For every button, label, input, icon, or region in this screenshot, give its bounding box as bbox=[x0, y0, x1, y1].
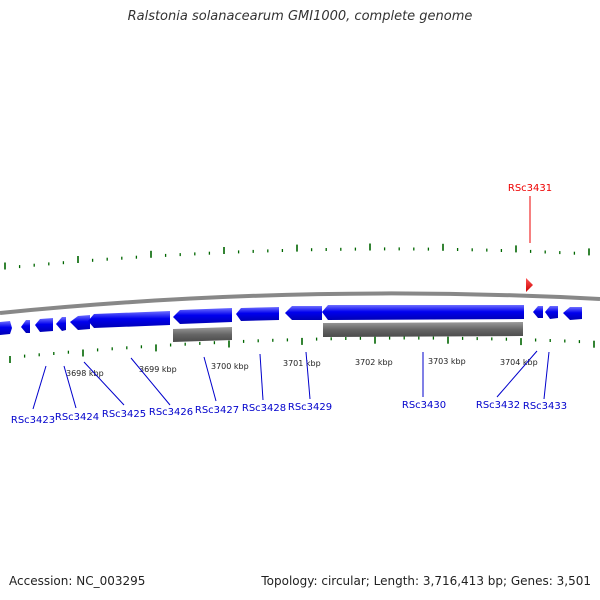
gene-label-rsc3428[interactable]: RSc3428 bbox=[242, 403, 286, 414]
gene-label-rsc3433[interactable]: RSc3433 bbox=[523, 401, 567, 412]
scale-tick-label: 3704 kbp bbox=[500, 358, 538, 367]
gene-leader-lines bbox=[32, 350, 550, 410]
gene-arrow-rsc3424[interactable] bbox=[21, 320, 30, 333]
gene-arrow-rsc3426a[interactable] bbox=[56, 317, 66, 331]
gene-arrow-rsc3427[interactable] bbox=[88, 311, 170, 328]
accession-label: Accession: NC_003295 bbox=[9, 574, 146, 588]
gene-arrow-rsc3433[interactable] bbox=[563, 307, 582, 320]
scale-tick-label: 3703 kbp bbox=[428, 357, 466, 366]
gene-label-rsc3432[interactable]: RSc3432 bbox=[476, 400, 520, 411]
gene-label-rsc3431[interactable]: RSc3431 bbox=[508, 183, 552, 194]
gene-arrow-rsc3423[interactable] bbox=[0, 321, 12, 335]
gene-label-rsc3425[interactable]: RSc3425 bbox=[102, 409, 146, 420]
gray-feature-2[interactable] bbox=[323, 322, 523, 337]
gene-label-rsc3427[interactable]: RSc3427 bbox=[195, 405, 239, 416]
gene-arrow-rsc3431[interactable] bbox=[526, 278, 533, 292]
gene-arrow-rsc3426b[interactable] bbox=[70, 315, 90, 330]
gene-arrow-rsc3432b[interactable] bbox=[545, 306, 558, 319]
map-title: Ralstonia solanacearum GMI1000, complete… bbox=[127, 9, 473, 24]
scale-labels: 3698 kbp 3699 kbp 3700 kbp 3701 kbp 3702… bbox=[66, 357, 538, 378]
gene-label-rsc3429[interactable]: RSc3429 bbox=[288, 402, 332, 413]
scale-tick-label: 3702 kbp bbox=[355, 358, 393, 367]
gene-arrow-rsc3430[interactable] bbox=[322, 305, 524, 320]
forward-strand-features bbox=[0, 305, 582, 335]
gene-label-rsc3423[interactable]: RSc3423 bbox=[11, 415, 55, 426]
gene-arrow-rsc3425[interactable] bbox=[35, 318, 53, 332]
gene-labels: RSc3423 RSc3424 RSc3425 RSc3426 RSc3427 … bbox=[11, 400, 567, 426]
outer-tick-row bbox=[4, 243, 590, 270]
gene-arrow-rsc3429[interactable] bbox=[236, 307, 279, 321]
inner-tick-row bbox=[9, 336, 595, 363]
other-features bbox=[173, 322, 523, 342]
gene-label-rsc3424[interactable]: RSc3424 bbox=[55, 412, 99, 423]
scale-tick-label: 3700 kbp bbox=[211, 362, 249, 371]
gene-arrow-rsc3430a[interactable] bbox=[285, 306, 322, 320]
scale-tick-label: 3699 kbp bbox=[139, 365, 177, 374]
gene-label-rsc3430[interactable]: RSc3430 bbox=[402, 400, 446, 411]
scale-tick-label: 3698 kbp bbox=[66, 369, 104, 378]
gray-feature-1[interactable] bbox=[173, 327, 232, 342]
genome-summary: Topology: circular; Length: 3,716,413 bp… bbox=[261, 574, 591, 588]
genome-backbone bbox=[0, 291, 600, 315]
gene-arrow-rsc3428[interactable] bbox=[173, 308, 232, 324]
gene-arrow-rsc3432[interactable] bbox=[533, 306, 543, 318]
scale-tick-label: 3701 kbp bbox=[283, 359, 321, 368]
gene-label-rsc3426[interactable]: RSc3426 bbox=[149, 407, 193, 418]
